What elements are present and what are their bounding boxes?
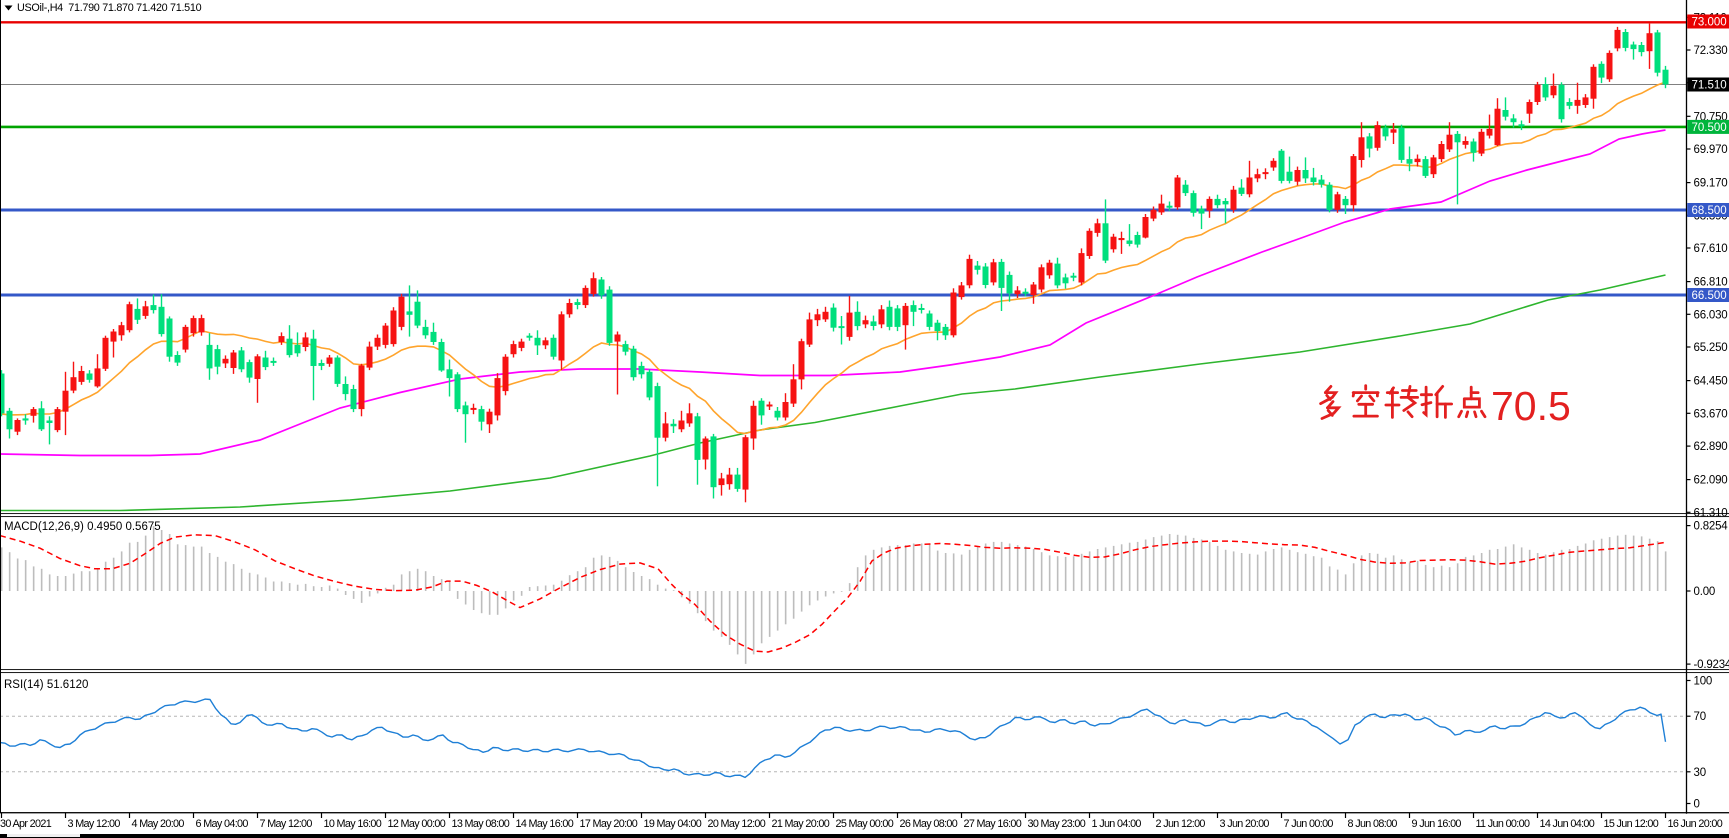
svg-text:62.090: 62.090 bbox=[1694, 475, 1728, 487]
svg-text:14 May 16:00: 14 May 16:00 bbox=[516, 818, 574, 830]
svg-text:0.00: 0.00 bbox=[1694, 586, 1716, 598]
svg-text:7 Jun 00:00: 7 Jun 00:00 bbox=[1284, 818, 1334, 830]
svg-text:17 May 20:00: 17 May 20:00 bbox=[580, 818, 638, 830]
svg-text:3 Jun 20:00: 3 Jun 20:00 bbox=[1220, 818, 1270, 830]
svg-text:25 May 00:00: 25 May 00:00 bbox=[836, 818, 894, 830]
svg-text:62.890: 62.890 bbox=[1694, 441, 1728, 453]
svg-text:4 May 20:00: 4 May 20:00 bbox=[132, 818, 185, 830]
svg-text:72.330: 72.330 bbox=[1694, 45, 1728, 57]
svg-text:13 May 08:00: 13 May 08:00 bbox=[452, 818, 510, 830]
svg-text:6 May 04:00: 6 May 04:00 bbox=[196, 818, 249, 830]
svg-text:14 Jun 04:00: 14 Jun 04:00 bbox=[1540, 818, 1595, 830]
svg-text:64.450: 64.450 bbox=[1694, 376, 1728, 388]
svg-text:26 May 08:00: 26 May 08:00 bbox=[900, 818, 958, 830]
svg-text:63.670: 63.670 bbox=[1694, 408, 1728, 420]
svg-text:0.8254: 0.8254 bbox=[1694, 521, 1729, 533]
svg-text:69.170: 69.170 bbox=[1694, 178, 1728, 190]
svg-text:71.510: 71.510 bbox=[1692, 80, 1727, 92]
svg-text:MACD(12,26,9) 0.4950 0.5675: MACD(12,26,9) 0.4950 0.5675 bbox=[4, 521, 161, 533]
svg-text:7 May 12:00: 7 May 12:00 bbox=[260, 818, 313, 830]
svg-text:16 Jun 20:00: 16 Jun 20:00 bbox=[1668, 818, 1723, 830]
svg-text:61.310: 61.310 bbox=[1694, 507, 1728, 519]
svg-text:15 Jun 12:00: 15 Jun 12:00 bbox=[1604, 818, 1659, 830]
svg-text:70: 70 bbox=[1694, 711, 1706, 723]
svg-text:30 May 23:00: 30 May 23:00 bbox=[1028, 818, 1086, 830]
svg-text:8 Jun 08:00: 8 Jun 08:00 bbox=[1348, 818, 1398, 830]
svg-text:69.970: 69.970 bbox=[1694, 144, 1728, 156]
svg-text:2 Jun 12:00: 2 Jun 12:00 bbox=[1156, 818, 1206, 830]
svg-text:30 Apr 2021: 30 Apr 2021 bbox=[0, 818, 52, 830]
svg-text:70.5: 70.5 bbox=[1491, 383, 1571, 429]
svg-text:3 May 12:00: 3 May 12:00 bbox=[68, 818, 121, 830]
svg-text:9 Jun 16:00: 9 Jun 16:00 bbox=[1412, 818, 1462, 830]
svg-text:11 Jun 00:00: 11 Jun 00:00 bbox=[1476, 818, 1530, 830]
svg-text:RSI(14) 51.6120: RSI(14) 51.6120 bbox=[4, 679, 88, 691]
svg-text:1 Jun 04:00: 1 Jun 04:00 bbox=[1092, 818, 1142, 830]
svg-text:70.500: 70.500 bbox=[1692, 122, 1727, 134]
svg-text:66.030: 66.030 bbox=[1694, 309, 1728, 321]
svg-text:30: 30 bbox=[1694, 767, 1706, 779]
svg-text:27 May 16:00: 27 May 16:00 bbox=[964, 818, 1022, 830]
svg-text:66.500: 66.500 bbox=[1692, 290, 1727, 302]
svg-text:20 May 12:00: 20 May 12:00 bbox=[708, 818, 766, 830]
svg-text:66.810: 66.810 bbox=[1694, 277, 1728, 289]
svg-text:65.250: 65.250 bbox=[1694, 342, 1728, 354]
svg-text:19 May 04:00: 19 May 04:00 bbox=[644, 818, 702, 830]
svg-text:USOil-,H4 71.790 71.870 71.42: USOil-,H4 71.790 71.870 71.420 71.510 bbox=[17, 2, 202, 14]
svg-text:12 May 00:00: 12 May 00:00 bbox=[388, 818, 446, 830]
svg-text:100: 100 bbox=[1694, 676, 1713, 688]
svg-text:68.500: 68.500 bbox=[1692, 205, 1727, 217]
svg-text:21 May 20:00: 21 May 20:00 bbox=[772, 818, 830, 830]
svg-text:0: 0 bbox=[1694, 799, 1700, 811]
svg-text:10 May 16:00: 10 May 16:00 bbox=[324, 818, 382, 830]
svg-text:-0.9234: -0.9234 bbox=[1694, 659, 1729, 671]
svg-text:67.610: 67.610 bbox=[1694, 243, 1728, 255]
svg-text:73.000: 73.000 bbox=[1692, 17, 1727, 29]
